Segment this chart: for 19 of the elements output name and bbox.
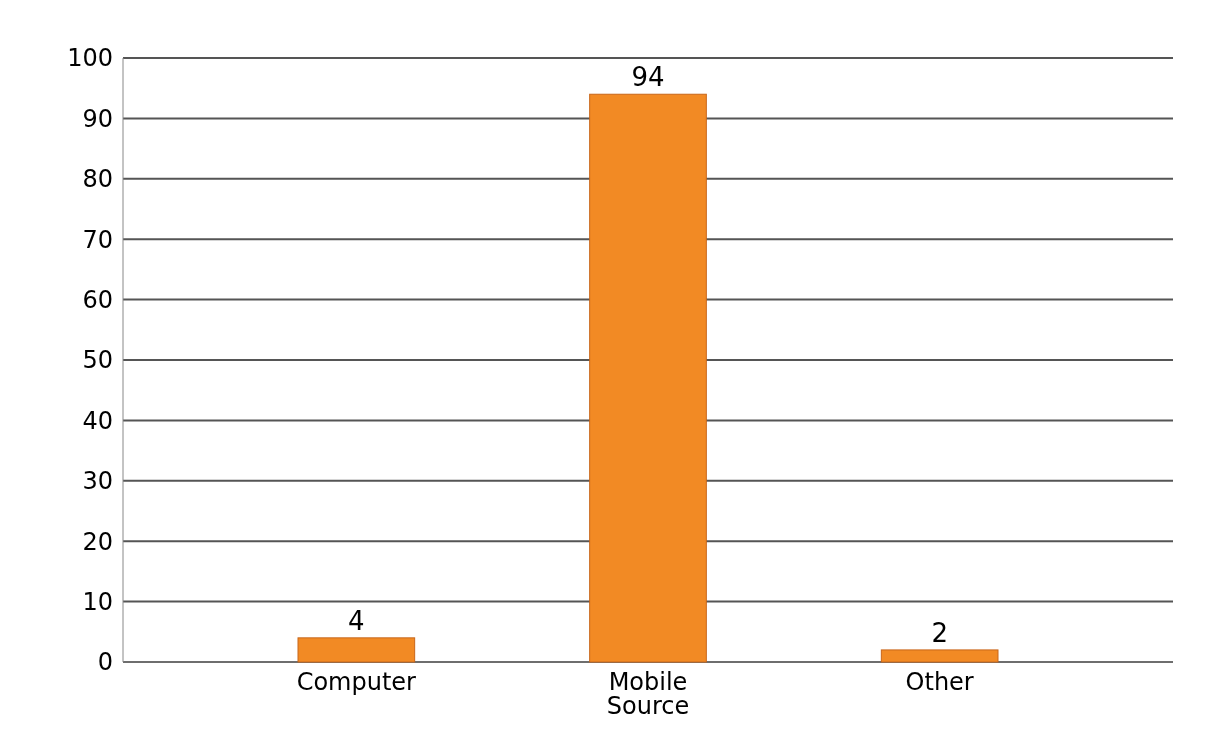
bar [589, 93, 707, 663]
x-tick-label: Computer [296, 668, 417, 696]
data-label: 94 [631, 62, 665, 93]
data-label: 4 [348, 605, 365, 636]
y-tick-label: 60 [82, 286, 113, 314]
bar [297, 637, 416, 663]
y-tick-label: 70 [82, 225, 113, 254]
y-tick-label: 90 [82, 104, 113, 133]
x-tick-label: Other [905, 668, 974, 696]
bar [880, 649, 999, 663]
y-tick-label: 100 [67, 44, 113, 73]
y-tick-label: 40 [82, 406, 113, 435]
y-tick-label: 0 [97, 648, 113, 677]
y-tick-label: 20 [82, 527, 113, 556]
y-tick-label: 30 [82, 467, 113, 496]
y-tick-label: 80 [82, 165, 113, 194]
y-tick-label: 50 [82, 346, 113, 375]
data-label: 2 [931, 617, 948, 648]
y-tick-label: 10 [82, 588, 113, 616]
